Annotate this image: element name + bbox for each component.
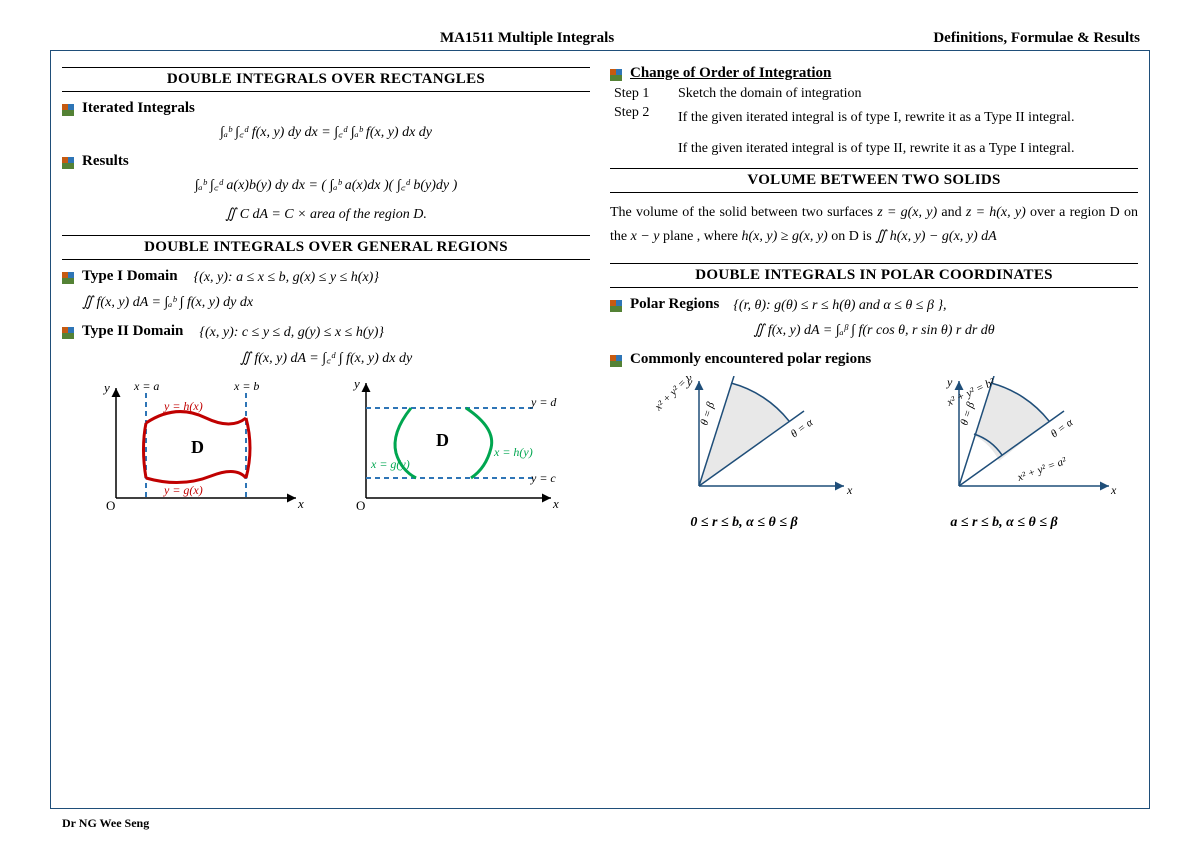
section-title-rectangles: DOUBLE INTEGRALS OVER RECTANGLES bbox=[62, 67, 590, 92]
subhead-type1: Type I Domain {(x, y): a ≤ x ≤ b, g(x) ≤… bbox=[62, 268, 590, 288]
section-title-general: DOUBLE INTEGRALS OVER GENERAL REGIONS bbox=[62, 235, 590, 260]
diagram-type2: O x y D y = d y = c x = g(y) x = h(y) bbox=[336, 378, 566, 518]
step2b-text: If the given iterated integral is of typ… bbox=[678, 136, 1074, 163]
svg-text:y: y bbox=[352, 378, 360, 391]
footer-author: Dr NG Wee Seng bbox=[62, 816, 149, 831]
volume-text: The volume of the solid between two surf… bbox=[610, 201, 1138, 249]
svg-text:θ = α: θ = α bbox=[789, 416, 816, 440]
left-column: DOUBLE INTEGRALS OVER RECTANGLES Iterate… bbox=[62, 61, 590, 531]
svg-text:x = a: x = a bbox=[133, 379, 159, 393]
polar1-caption: 0 ≤ r ≤ b, α ≤ θ ≤ β bbox=[629, 515, 859, 531]
bullet-icon bbox=[62, 157, 74, 169]
page-header: MA1511 Multiple Integrals Definitions, F… bbox=[50, 30, 1150, 47]
eq-polar: ∬ f(x, y) dA = ∫ₐᵝ ∫ f(r cos θ, r sin θ)… bbox=[610, 321, 1138, 341]
step2-label: Step 2 bbox=[614, 105, 664, 121]
content-columns: DOUBLE INTEGRALS OVER RECTANGLES Iterate… bbox=[50, 51, 1150, 531]
bullet-icon bbox=[62, 104, 74, 116]
subhead-change-order: Change of Order of Integration bbox=[610, 65, 1138, 82]
diagram-type1: O x y D x = a x = b y = h(x) y = g(x) bbox=[86, 378, 316, 518]
bullet-icon bbox=[62, 327, 74, 339]
bullet-icon bbox=[610, 355, 622, 367]
polar-diagram-2: x y x² + y² = b² x² + y² = a² θ = α θ = … bbox=[889, 376, 1119, 531]
bullet-icon bbox=[610, 69, 622, 81]
svg-text:θ = β: θ = β bbox=[958, 400, 977, 427]
svg-text:y = c: y = c bbox=[530, 471, 556, 485]
step1-text: Sketch the domain of integration bbox=[678, 86, 862, 102]
svg-text:x: x bbox=[1110, 483, 1117, 497]
svg-text:x² + y² = a²: x² + y² = a² bbox=[1015, 455, 1069, 484]
type-diagrams: O x y D x = a x = b y = h(x) y = g(x) bbox=[62, 378, 590, 518]
change-order-steps: Step 1 Sketch the domain of integration … bbox=[614, 86, 1138, 162]
bullet-icon bbox=[610, 300, 622, 312]
section-title-polar: DOUBLE INTEGRALS IN POLAR COORDINATES bbox=[610, 263, 1138, 288]
svg-text:x² + y² = b²: x² + y² = b² bbox=[652, 376, 698, 414]
subhead-common-polar: Commonly encountered polar regions bbox=[610, 351, 1138, 368]
svg-text:D: D bbox=[191, 437, 204, 457]
section-title-volume: VOLUME BETWEEN TWO SOLIDS bbox=[610, 168, 1138, 193]
svg-text:D: D bbox=[436, 430, 449, 450]
svg-text:x = g(y): x = g(y) bbox=[370, 457, 410, 471]
subhead-type2: Type II Domain {(x, y): c ≤ y ≤ d, g(y) … bbox=[62, 323, 590, 343]
header-subtitle: Definitions, Formulae & Results bbox=[933, 30, 1140, 47]
eq-product: ∫ₐᵇ ∫꜀ᵈ a(x)b(y) dy dx = ( ∫ₐᵇ a(x)dx )(… bbox=[62, 176, 590, 196]
polar-diagrams: x y x² + y² = b² θ = α θ = β 0 ≤ r ≤ b, … bbox=[610, 376, 1138, 531]
svg-text:y: y bbox=[102, 380, 110, 395]
svg-text:x = b: x = b bbox=[233, 379, 259, 393]
step1-label: Step 1 bbox=[614, 86, 664, 102]
svg-text:x: x bbox=[846, 483, 853, 497]
svg-text:y: y bbox=[946, 376, 953, 389]
svg-text:O: O bbox=[106, 498, 115, 513]
eq-type1: ∬ f(x, y) dA = ∫ₐᵇ ∫ f(x, y) dy dx bbox=[62, 293, 590, 313]
right-column: Change of Order of Integration Step 1 Sk… bbox=[610, 61, 1138, 531]
svg-text:O: O bbox=[356, 498, 365, 513]
course-code: MA1511 Multiple Integrals bbox=[60, 30, 614, 47]
subhead-iterated: Iterated Integrals bbox=[62, 100, 590, 117]
subhead-polar-regions: Polar Regions {(r, θ): g(θ) ≤ r ≤ h(θ) a… bbox=[610, 296, 1138, 316]
step2a-text: If the given iterated integral is of typ… bbox=[678, 105, 1074, 132]
svg-text:x: x bbox=[552, 496, 559, 511]
svg-text:θ = α: θ = α bbox=[1049, 416, 1076, 440]
eq-iterated: ∫ₐᵇ ∫꜀ᵈ f(x, y) dy dx = ∫꜀ᵈ ∫ₐᵇ f(x, y) … bbox=[62, 123, 590, 143]
eq-type2: ∬ f(x, y) dA = ∫꜀ᵈ ∫ f(x, y) dx dy bbox=[62, 349, 590, 369]
polar-diagram-1: x y x² + y² = b² θ = α θ = β 0 ≤ r ≤ b, … bbox=[629, 376, 859, 531]
eq-constant: ∬ C dA = C × area of the region D. bbox=[62, 205, 590, 225]
svg-text:y = d: y = d bbox=[530, 395, 557, 409]
bullet-icon bbox=[62, 272, 74, 284]
svg-text:y = h(x): y = h(x) bbox=[163, 399, 203, 413]
svg-text:x: x bbox=[297, 496, 304, 511]
svg-text:x = h(y): x = h(y) bbox=[493, 445, 533, 459]
polar2-caption: a ≤ r ≤ b, α ≤ θ ≤ β bbox=[889, 515, 1119, 531]
svg-text:y = g(x): y = g(x) bbox=[163, 483, 203, 497]
svg-text:θ = β: θ = β bbox=[698, 400, 717, 427]
subhead-results: Results bbox=[62, 153, 590, 170]
